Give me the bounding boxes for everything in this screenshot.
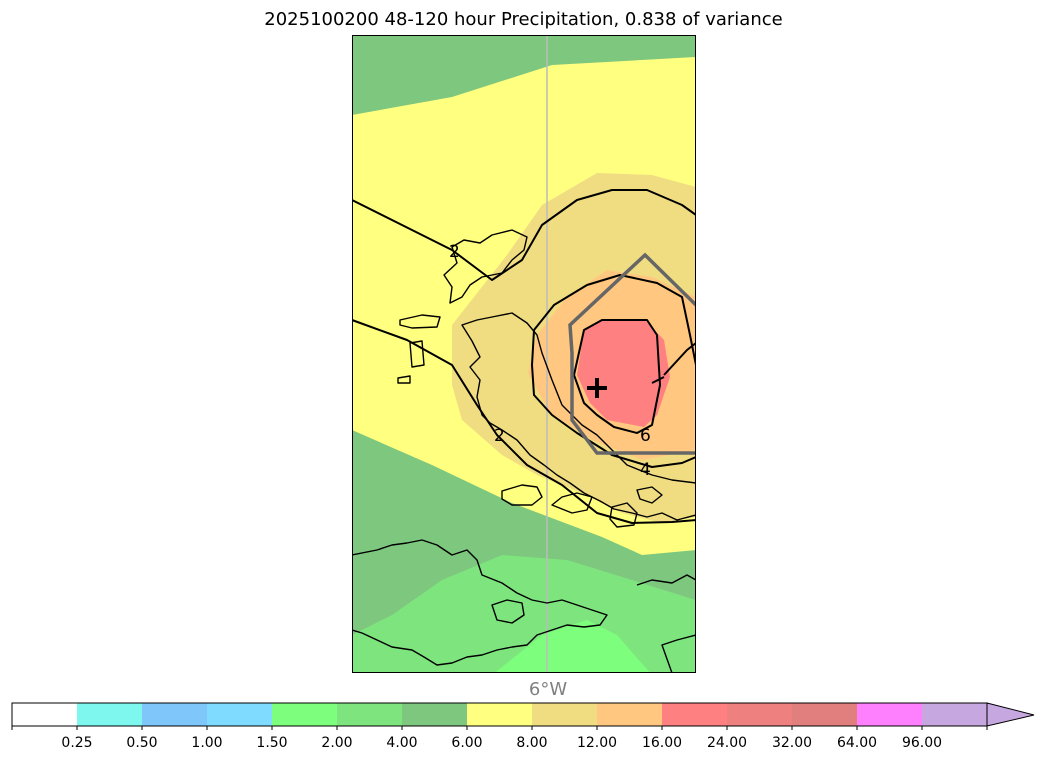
colorbar-tick-label: 0.50 [126, 735, 157, 751]
colorbar-segment [597, 703, 663, 726]
colorbar-segment [142, 703, 208, 726]
colorbar-tick-label: 4.00 [386, 735, 417, 751]
colorbar-segment [272, 703, 338, 726]
colorbar-tick-label: 8.00 [516, 735, 547, 751]
colorbar-tick-label: 6.00 [451, 735, 482, 751]
colorbar-frame [11, 702, 988, 727]
colorbar-segment [77, 703, 143, 726]
colorbar-segment [662, 703, 728, 726]
colorbar-tick-label: 2.00 [321, 735, 352, 751]
longitude-label: 6°W [528, 679, 568, 700]
colorbar-segment [12, 703, 78, 726]
colorbar-tick-label: 24.00 [707, 735, 747, 751]
contour-label: 2 [494, 426, 505, 446]
precipitation-map[interactable]: 2 2 6 4 [352, 35, 696, 673]
colorbar-tick-label: 0.25 [61, 735, 92, 751]
colorbar-segment [792, 703, 858, 726]
colorbar-segment [467, 703, 533, 726]
plus-marker-icon [587, 378, 607, 398]
colorbar-segment [922, 703, 988, 726]
highlight-region-outline [568, 252, 695, 455]
coastlines [352, 229, 695, 672]
precip-contours [352, 189, 695, 524]
colorbar-tick-label: 64.00 [837, 735, 877, 751]
precip-colorbar[interactable]: 0.25 0.50 1.00 1.50 2.00 4.00 6.00 8.00 12.00 16.… [0, 697, 1047, 765]
colorbar-segment [727, 703, 793, 726]
colorbar-tick-label: 16.00 [642, 735, 682, 751]
colorbar-tick-label: 12.00 [577, 735, 617, 751]
shade-band-green-bright [495, 620, 650, 672]
map-title: 2025100200 48-120 hour Precipitation, 0.… [264, 9, 783, 30]
contour-label: 2 [449, 242, 460, 262]
colorbar-tick-label: 1.00 [191, 735, 222, 751]
contour-label: 4 [640, 460, 651, 480]
colorbar-segment [207, 703, 273, 726]
colorbar-segment [337, 703, 403, 726]
colorbar-tick-label: 96.00 [902, 735, 942, 751]
colorbar-segment [402, 703, 468, 726]
colorbar-segment [857, 703, 923, 726]
map-frame [352, 35, 696, 673]
contour-label: 6 [640, 426, 651, 446]
colorbar-extend-arrow [986, 702, 1035, 727]
colorbar-segment [532, 703, 598, 726]
colorbar-tick-label: 32.00 [772, 735, 812, 751]
colorbar-tick-label: 1.50 [256, 735, 287, 751]
shade-band-red [577, 320, 670, 427]
